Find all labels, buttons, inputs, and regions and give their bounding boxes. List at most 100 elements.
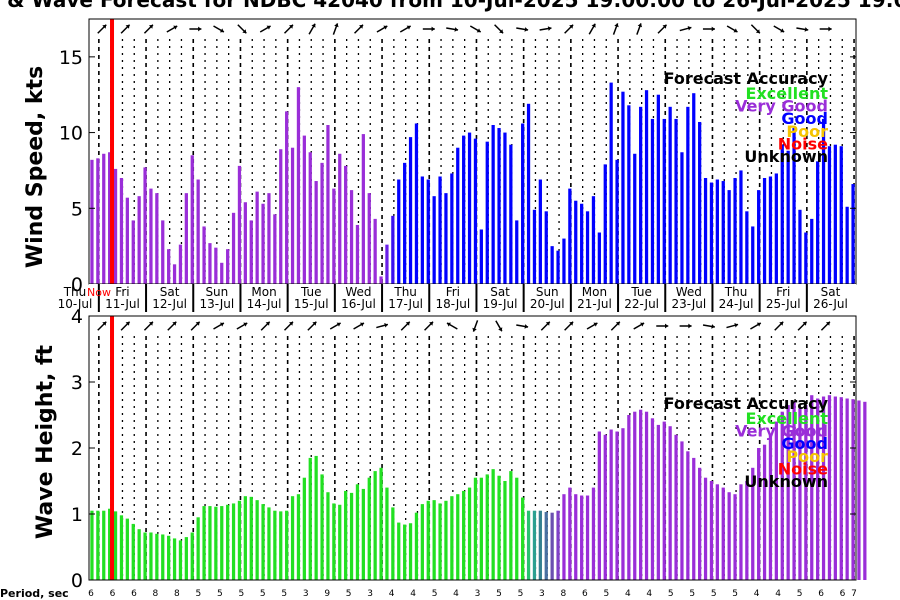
wave-bar — [473, 477, 478, 580]
wind-bar — [627, 105, 631, 284]
wind-bar — [355, 224, 360, 284]
arrow-head — [687, 26, 692, 31]
arrow-head — [125, 24, 130, 29]
arrow-head — [446, 322, 451, 327]
wave-bar — [574, 494, 578, 580]
wave-bar — [349, 492, 354, 580]
wind-y-tick-label: 5 — [71, 198, 83, 220]
wind-bar — [379, 276, 383, 284]
wave-bar — [119, 515, 124, 580]
day-of-week-label: Fri — [115, 285, 129, 299]
period-value: 8 — [174, 589, 180, 599]
legend-item: Good — [781, 109, 828, 128]
wind-bar — [220, 262, 224, 284]
wind-bar — [786, 150, 790, 284]
arrow-head — [219, 28, 224, 33]
wave-y-tick-label: 3 — [71, 372, 83, 394]
wave-direction-arrow — [353, 322, 365, 330]
day-of-week-label: Sat — [160, 285, 180, 299]
wind-bar — [108, 152, 112, 284]
wave-direction-arrow — [750, 322, 762, 330]
wind-bar — [414, 123, 419, 284]
wave-bar — [715, 484, 719, 580]
period-value: 5 — [711, 589, 717, 599]
wave-bar — [857, 400, 861, 580]
wind-bar — [172, 264, 177, 284]
wave-bar — [96, 510, 100, 580]
wind-bar — [249, 220, 253, 284]
period-value: 5 — [689, 589, 695, 599]
wind-bar — [703, 178, 708, 284]
arrow-head — [499, 29, 504, 34]
day-of-week-label: Mon — [251, 285, 276, 299]
wind-bar — [338, 153, 342, 284]
wind-bar — [90, 159, 94, 284]
period-value: 5 — [732, 589, 738, 599]
wave-bar — [285, 510, 289, 580]
wind-bar — [119, 178, 124, 284]
wave-direction-arrow — [633, 322, 645, 330]
wave-bar — [456, 494, 460, 580]
wind-y-tick-label: 15 — [59, 47, 83, 69]
wave-bar — [190, 532, 194, 580]
period-value: 8 — [153, 589, 159, 599]
wave-bar — [479, 477, 483, 580]
period-value: 6 — [131, 589, 137, 599]
wind-bar — [273, 214, 277, 284]
period-value: 6 — [88, 589, 94, 599]
wave-bar — [497, 475, 501, 580]
wave-bar — [391, 507, 395, 580]
wind-bar — [143, 167, 147, 284]
period-value: 3 — [367, 589, 373, 599]
arrow-head — [828, 26, 832, 32]
wave-bar — [515, 477, 519, 580]
wind-bar — [845, 206, 849, 284]
wind-bar — [745, 211, 749, 284]
wind-bar — [131, 220, 135, 284]
wind-bar — [438, 176, 442, 284]
wave-bar — [355, 484, 360, 580]
wave-bar — [202, 506, 206, 580]
arrow-head — [524, 27, 529, 32]
date-label: 23-Jul — [671, 297, 706, 311]
period-value: 5 — [217, 589, 223, 599]
wave-bar — [562, 494, 566, 580]
wind-bar — [125, 197, 129, 284]
wind-direction-arrow — [399, 25, 412, 33]
day-of-week-label: Mon — [582, 285, 607, 299]
wave-direction-arrow — [307, 321, 317, 331]
wave-bar — [267, 507, 271, 580]
date-label: 19-Jul — [483, 297, 518, 311]
wind-bar — [226, 249, 230, 284]
day-of-week-label: Sun — [205, 285, 228, 299]
wave-bar — [143, 532, 147, 580]
legend-item: Unknown — [744, 472, 828, 491]
wind-direction-arrow — [259, 25, 271, 33]
wave-bar — [580, 495, 584, 580]
wave-direction-arrow — [726, 323, 739, 329]
wind-bar — [497, 128, 501, 284]
period-value: 5 — [668, 589, 674, 599]
wave-bar — [344, 490, 348, 580]
legend-item: Poor — [786, 447, 828, 466]
day-of-week-label: Sat — [821, 285, 841, 299]
wave-direction-arrow — [97, 321, 107, 331]
wave-bar — [816, 398, 820, 580]
period-value: 4 — [625, 589, 631, 599]
wind-direction-arrow — [773, 25, 785, 33]
arrow-head — [779, 321, 784, 326]
wave-bar — [279, 511, 283, 580]
wind-bar — [420, 176, 424, 284]
wave-bar — [220, 506, 224, 580]
wind-bar — [792, 128, 796, 284]
wave-bar — [656, 424, 660, 580]
wave-bar — [674, 434, 678, 580]
arrow-head — [498, 327, 503, 332]
wind-bar — [102, 153, 106, 284]
wave-bar — [167, 535, 171, 580]
wind-bar — [633, 153, 637, 284]
day-of-week-label: Tue — [300, 285, 322, 299]
wind-bar — [279, 149, 283, 284]
wind-bar — [733, 178, 737, 284]
